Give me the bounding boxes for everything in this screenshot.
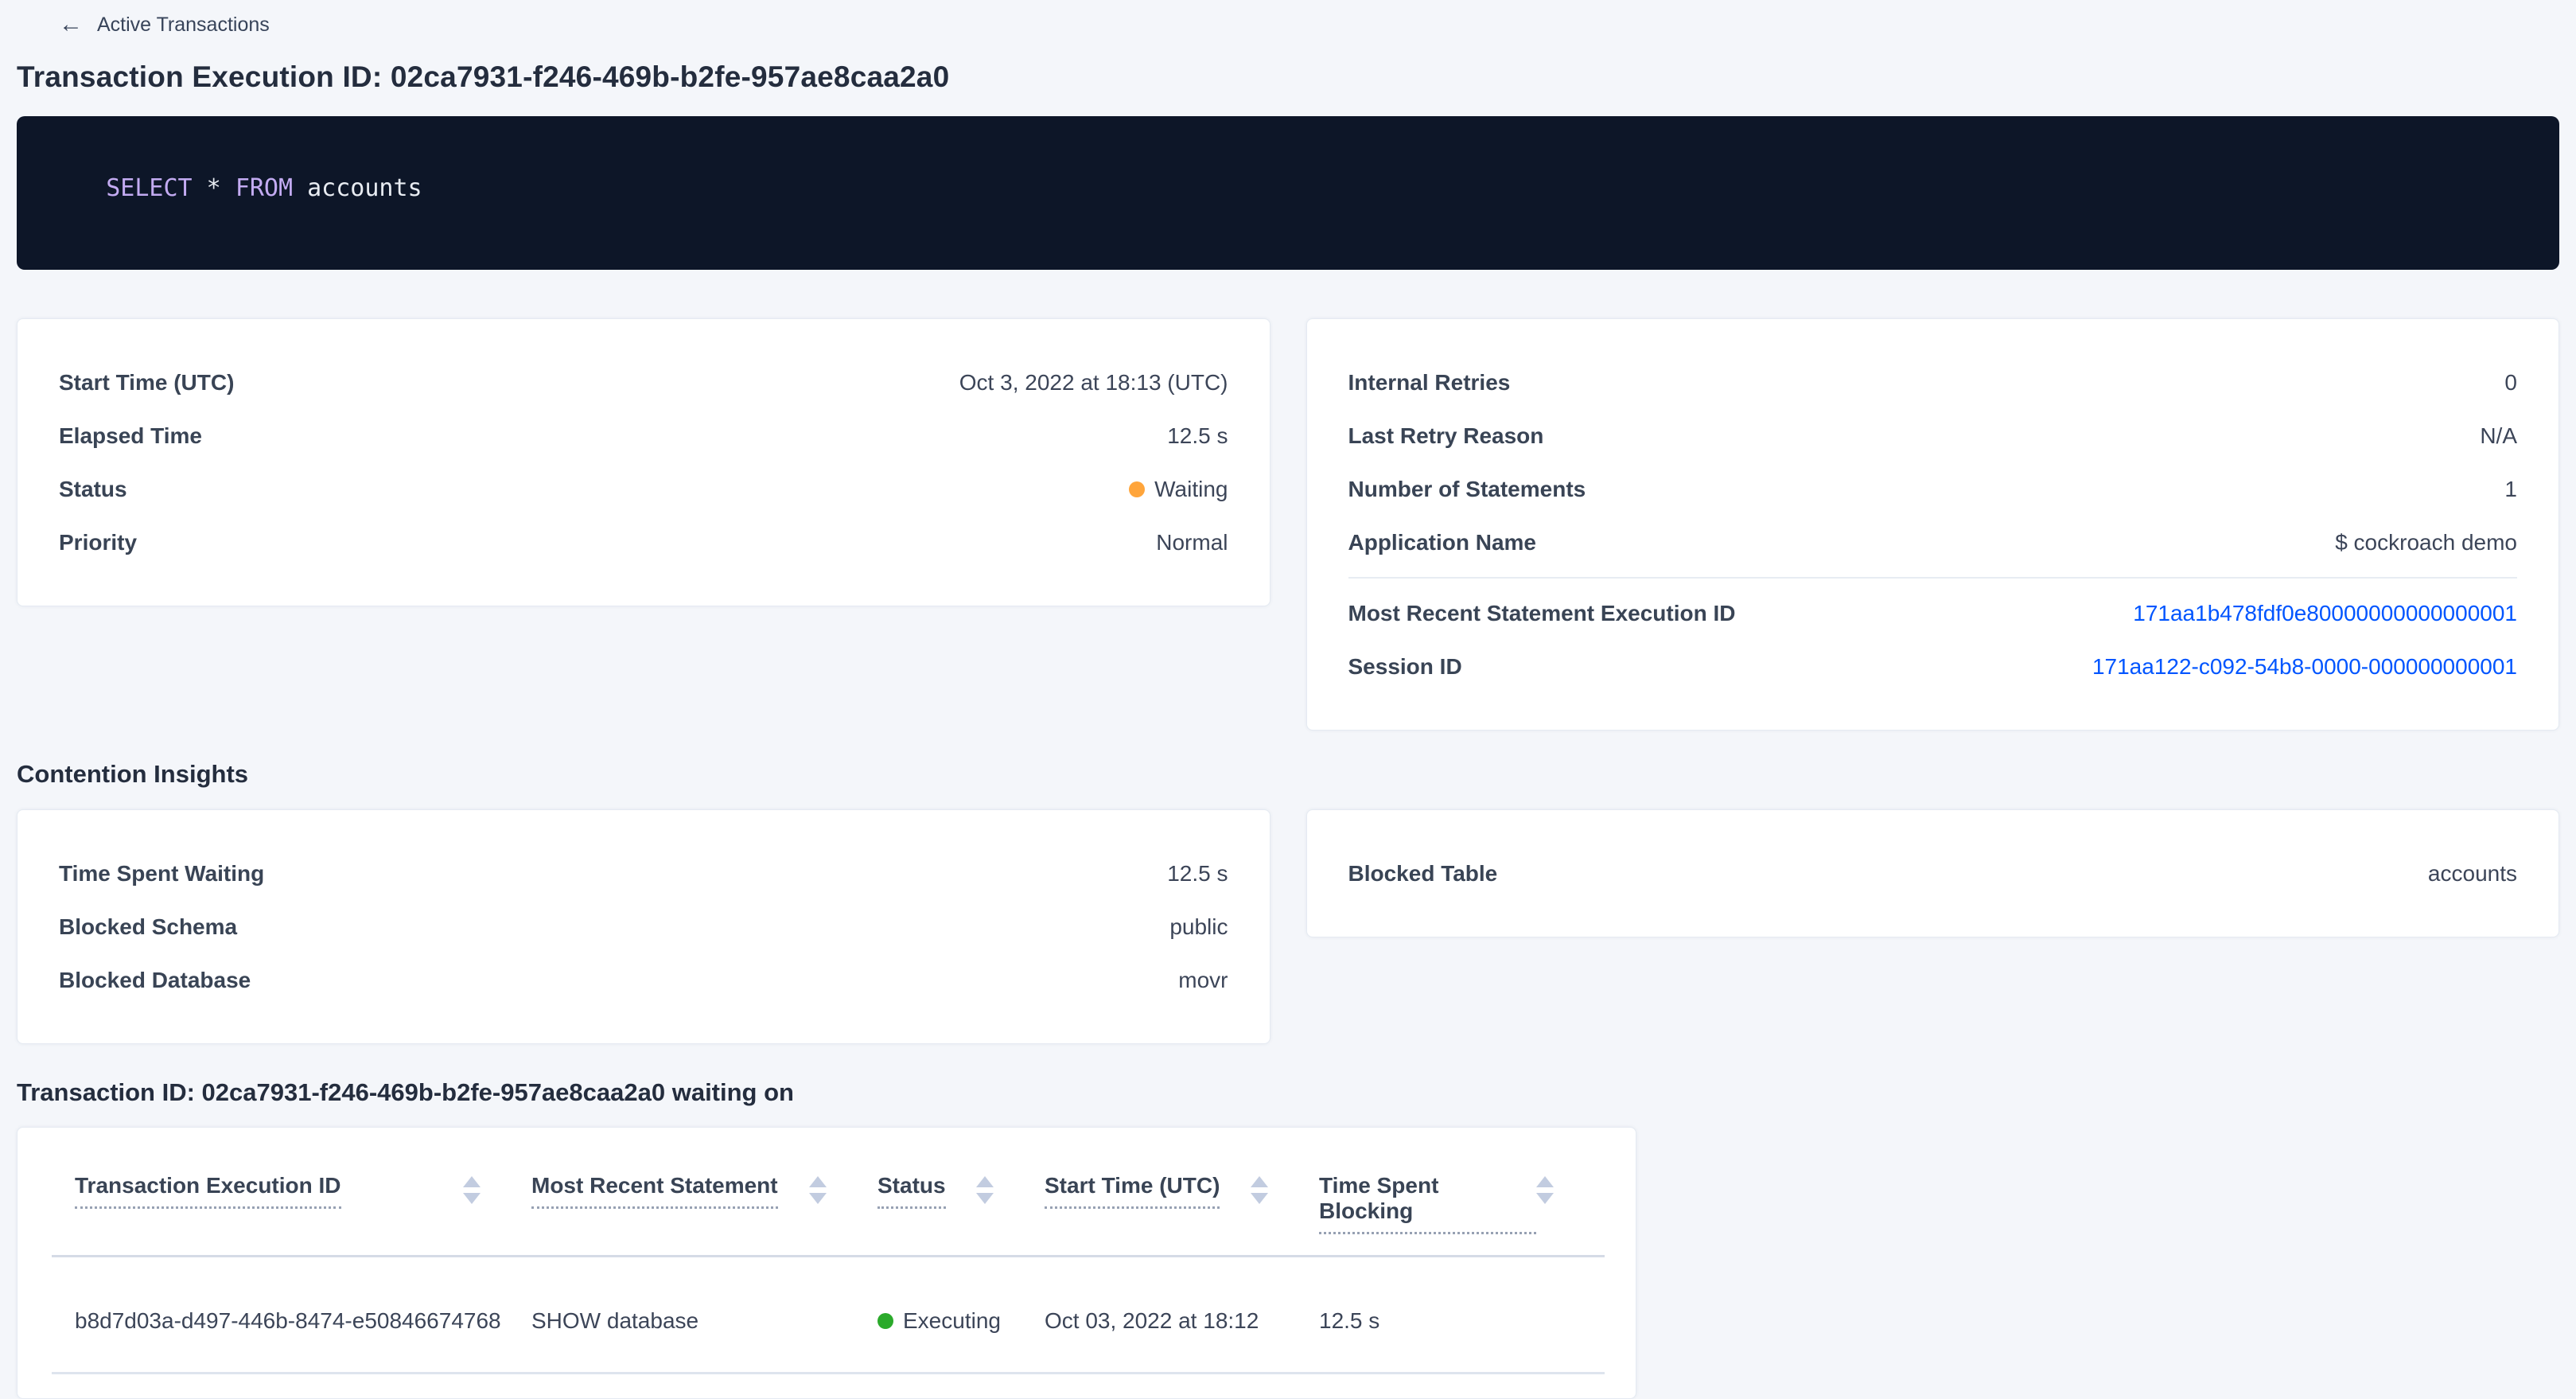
sql-statement-box: SELECT * FROM accounts [17, 116, 2559, 270]
status-value: Waiting [1154, 477, 1228, 501]
internal-retries-value: 0 [2504, 370, 2517, 395]
kv-row-priority: Priority Normal [59, 516, 1228, 569]
kv-row-status: Status Waiting [59, 462, 1228, 516]
column-header-most-recent-statement: Most Recent Statement [531, 1173, 877, 1210]
kv-row-blocked-table: Blocked Table accounts [1348, 847, 2518, 900]
contention-insights-heading: Contention Insights [17, 760, 249, 788]
column-header-label[interactable]: Transaction Execution ID [75, 1173, 341, 1210]
kv-row-internal-retries: Internal Retries 0 [1348, 356, 2518, 409]
kv-row-session-id: Session ID 171aa122-c092-54b8-0000-00000… [1348, 640, 2518, 693]
blocked-schema-label: Blocked Schema [59, 914, 238, 939]
contention-card-right: Blocked Table accounts [1306, 809, 2559, 937]
start-time-label: Start Time (UTC) [59, 370, 235, 395]
elapsed-time-value: 12.5 s [1167, 423, 1228, 448]
priority-label: Priority [59, 530, 138, 555]
priority-value: Normal [1156, 530, 1228, 555]
application-name-value: $ cockroach demo [2335, 530, 2517, 555]
column-header-label[interactable]: Status [877, 1173, 946, 1210]
contention-card-left: Time Spent Waiting 12.5 s Blocked Schema… [17, 809, 1270, 1044]
column-header-label[interactable]: Most Recent Statement [531, 1173, 778, 1210]
back-arrow-icon[interactable]: ← [59, 11, 83, 37]
summary-cards-row: Start Time (UTC) Oct 3, 2022 at 18:13 (U… [17, 318, 2559, 731]
cell-status-value: Executing [903, 1308, 1001, 1334]
table-header-row: Transaction Execution ID Most Recent Sta… [52, 1128, 1605, 1258]
internal-retries-label: Internal Retries [1348, 370, 1511, 395]
blocked-database-label: Blocked Database [59, 967, 251, 992]
time-spent-waiting-label: Time Spent Waiting [59, 860, 265, 886]
cell-most-recent-statement: SHOW database [531, 1308, 699, 1334]
column-header-status: Status [877, 1173, 1045, 1210]
sort-icon[interactable] [976, 1176, 994, 1205]
sql-keyword-select: SELECT [106, 174, 193, 202]
summary-card-left: Start Time (UTC) Oct 3, 2022 at 18:13 (U… [17, 318, 1270, 606]
kv-row-blocked-database: Blocked Database movr [59, 953, 1228, 1007]
column-header-label[interactable]: Start Time (UTC) [1045, 1173, 1220, 1210]
breadcrumb-label[interactable]: Active Transactions [97, 13, 270, 36]
blocked-table-value: accounts [2427, 860, 2517, 886]
last-retry-reason-value: N/A [2480, 423, 2517, 448]
sql-star: * [192, 174, 235, 202]
blocked-table-label: Blocked Table [1348, 860, 1498, 886]
number-of-statements-value: 1 [2504, 477, 2517, 501]
cell-time-spent-blocking: 12.5 s [1319, 1308, 1380, 1334]
time-spent-waiting-value: 12.5 s [1167, 860, 1228, 886]
sql-table-name: accounts [293, 174, 422, 202]
column-header-time-spent-blocking: Time Spent Blocking [1319, 1173, 1605, 1235]
blocked-database-value: movr [1178, 967, 1228, 992]
status-label: Status [59, 477, 127, 501]
number-of-statements-label: Number of Statements [1348, 477, 1586, 501]
waiting-on-heading: Transaction ID: 02ca7931-f246-469b-b2fe-… [17, 1078, 794, 1106]
session-id-link[interactable]: 171aa122-c092-54b8-0000-000000000001 [2092, 654, 2517, 679]
kv-row-application-name: Application Name $ cockroach demo [1348, 516, 2518, 569]
application-name-label: Application Name [1348, 530, 1536, 555]
kv-row-number-of-statements: Number of Statements 1 [1348, 462, 2518, 516]
kv-row-elapsed-time: Elapsed Time 12.5 s [59, 409, 1228, 462]
card-divider [1348, 577, 2517, 579]
sort-icon[interactable] [1536, 1176, 1554, 1205]
contention-cards-row: Time Spent Waiting 12.5 s Blocked Schema… [17, 809, 2559, 1044]
breadcrumb-back-link[interactable]: ← Active Transactions [17, 13, 2559, 37]
status-waiting-dot-icon [1129, 481, 1146, 497]
statement-execution-id-link[interactable]: 171aa1b478fdf0e80000000000000001 [2133, 601, 2517, 625]
last-retry-reason-label: Last Retry Reason [1348, 423, 1544, 448]
kv-row-statement-execution-id: Most Recent Statement Execution ID 171aa… [1348, 586, 2518, 640]
sql-keyword-from: FROM [235, 174, 294, 202]
blocked-schema-value: public [1169, 914, 1228, 939]
cell-start-time: Oct 03, 2022 at 18:12 [1045, 1308, 1259, 1334]
page-title: Transaction Execution ID: 02ca7931-f246-… [17, 60, 950, 93]
kv-row-start-time: Start Time (UTC) Oct 3, 2022 at 18:13 (U… [59, 356, 1228, 409]
kv-row-last-retry-reason: Last Retry Reason N/A [1348, 409, 2518, 462]
table-row: b8d7d03a-d497-446b-8474-e50846674768 SHO… [52, 1257, 1605, 1375]
column-header-start-time: Start Time (UTC) [1045, 1173, 1319, 1210]
kv-row-blocked-schema: Blocked Schema public [59, 900, 1228, 953]
sort-icon[interactable] [809, 1176, 827, 1205]
cell-status: Executing [877, 1308, 1045, 1334]
sort-icon[interactable] [463, 1176, 481, 1205]
kv-row-time-spent-waiting: Time Spent Waiting 12.5 s [59, 847, 1228, 900]
session-id-label: Session ID [1348, 654, 1462, 679]
elapsed-time-label: Elapsed Time [59, 423, 203, 448]
start-time-value: Oct 3, 2022 at 18:13 (UTC) [959, 370, 1228, 395]
sort-icon[interactable] [1251, 1176, 1268, 1205]
cell-transaction-execution-id: b8d7d03a-d497-446b-8474-e50846674768 [75, 1308, 501, 1334]
column-header-label[interactable]: Time Spent Blocking [1319, 1173, 1536, 1235]
column-header-transaction-execution-id: Transaction Execution ID [52, 1173, 531, 1210]
summary-card-right: Internal Retries 0 Last Retry Reason N/A… [1306, 318, 2559, 731]
waiting-on-table: Transaction Execution ID Most Recent Sta… [17, 1127, 1636, 1399]
status-executing-dot-icon [877, 1313, 893, 1330]
statement-execution-id-label: Most Recent Statement Execution ID [1348, 601, 1736, 625]
status-badge: Waiting [1129, 475, 1228, 503]
